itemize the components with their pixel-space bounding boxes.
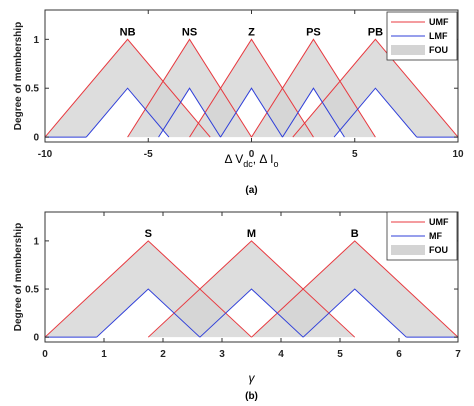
y-tick-label: 0.5 xyxy=(25,84,39,95)
mf-label-ps: PS xyxy=(306,26,321,38)
x-tick-label: 0 xyxy=(249,149,255,160)
mf-label-z: Z xyxy=(248,26,255,38)
x-tick-label: 0 xyxy=(42,349,48,360)
y-tick-label: 0.5 xyxy=(25,285,39,296)
umf-line-s xyxy=(45,240,252,338)
legend-entry-fou: FOU xyxy=(429,45,448,55)
lmf-line-m xyxy=(199,288,304,338)
x-tick-label: 10 xyxy=(452,149,464,160)
umf-line-m xyxy=(147,240,356,338)
lmf-line-ns xyxy=(158,87,221,138)
x-tick-label: 5 xyxy=(352,149,358,160)
mf-label-ns: NS xyxy=(182,26,197,38)
fou-region-pb xyxy=(292,39,458,138)
legend-swatch-fou xyxy=(391,245,425,255)
umf-line-pb xyxy=(292,38,458,138)
lmf-line-pb xyxy=(333,87,418,138)
panel-caption: (b) xyxy=(245,391,258,402)
legend-entry-umf: UMF xyxy=(429,17,449,27)
x-tick-label: 2 xyxy=(160,349,166,360)
legend-entry-lmf: LMF xyxy=(429,31,448,41)
legend-entry-mf: MF xyxy=(429,231,442,241)
mf-label-b: B xyxy=(351,228,359,240)
y-tick-label: 0 xyxy=(33,333,39,344)
legend-entry-fou: FOU xyxy=(429,245,448,255)
y-axis-label: Degree of membership xyxy=(13,22,24,130)
lmf-line-z xyxy=(220,87,283,138)
plot-area xyxy=(45,240,458,338)
lmf-line-s xyxy=(96,288,201,338)
chart-panel-b: S M B 0 1 2 3 4 5 6 7 0 0.5 1 Degree of membership γ (b)… xyxy=(13,211,461,402)
mf-label-m: M xyxy=(247,228,256,240)
legend-swatch-fou xyxy=(391,45,425,55)
lmf-line-nb xyxy=(85,87,170,138)
x-tick-label: 7 xyxy=(455,349,461,360)
legend-entry-umf: UMF xyxy=(429,217,449,227)
umf-line-ns xyxy=(127,38,252,138)
x-axis-label: Δ Vdc, Δ Io xyxy=(225,152,279,169)
umf-line-ps xyxy=(251,38,376,138)
legend: UMF LMF FOU xyxy=(386,11,458,61)
x-tick-label: 6 xyxy=(396,349,402,360)
panel-caption: (a) xyxy=(245,185,257,196)
mf-label-nb: NB xyxy=(120,26,136,38)
mf-label-pb: PB xyxy=(368,26,383,38)
x-tick-label: 1 xyxy=(101,349,107,360)
plot-area xyxy=(45,38,458,138)
umf-line-nb xyxy=(45,38,211,138)
lmf-line-ps xyxy=(282,87,345,138)
y-tick-label: 0 xyxy=(33,133,39,144)
legend: UMF MF FOU xyxy=(386,211,458,261)
mf-label-s: S xyxy=(145,228,152,240)
chart-panel-a: NB NS Z PS PB -10 -5 0 5 10 0 0.5 1 Degree of members… xyxy=(13,9,464,196)
umf-line-z xyxy=(189,38,314,138)
y-axis-label: Degree of membership xyxy=(13,223,24,331)
axes-frame xyxy=(44,211,459,343)
umf-line-b xyxy=(251,240,458,338)
x-axis-label: γ xyxy=(249,371,256,385)
x-tick-label: 5 xyxy=(337,349,343,360)
x-tick-label: -5 xyxy=(144,149,153,160)
y-tick-label: 1 xyxy=(33,35,39,46)
x-tick-label: 3 xyxy=(219,349,225,360)
x-tick-label: 4 xyxy=(278,349,284,360)
lmf-line-b xyxy=(302,288,407,338)
x-tick-label: -10 xyxy=(38,149,53,160)
y-tick-label: 1 xyxy=(33,236,39,247)
